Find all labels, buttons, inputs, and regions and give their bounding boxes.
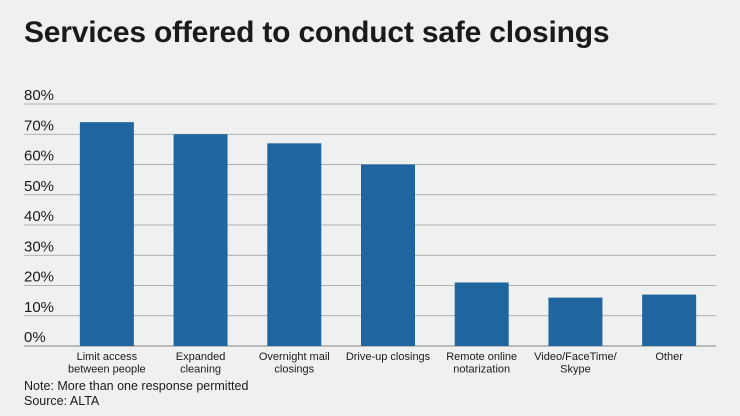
bar	[454, 282, 509, 346]
x-category-label: closings	[274, 364, 314, 376]
y-tick-label: 80%	[24, 87, 54, 104]
y-tick-label: 50%	[24, 178, 54, 195]
y-tick-label: 0%	[24, 329, 46, 346]
bar	[79, 122, 134, 347]
y-axis-tick-labels: 0% 10% 20% 30% 40% 50% 60% 70% 80%	[24, 87, 54, 346]
bar	[361, 164, 415, 346]
bars	[79, 122, 697, 347]
y-tick-label: 40%	[24, 208, 54, 225]
y-tick-label: 70%	[24, 117, 54, 134]
x-category-label: Limit access	[77, 351, 138, 363]
x-category-label: between people	[68, 364, 146, 376]
bar	[642, 294, 697, 346]
x-category-label: Remote online	[446, 351, 517, 363]
bar	[548, 297, 603, 346]
chart-title: Services offered to conduct safe closing…	[24, 16, 610, 49]
x-category-label: Video/FaceTime/	[534, 351, 617, 363]
y-tick-label: 60%	[24, 148, 54, 165]
bar	[267, 143, 322, 346]
chart-source: Source: ALTA	[24, 394, 100, 408]
y-tick-label: 30%	[24, 238, 54, 255]
y-tick-label: 10%	[24, 299, 54, 316]
x-category-label: Skype	[560, 364, 591, 376]
x-category-label: Overnight mail	[259, 351, 330, 363]
x-category-label: notarization	[453, 364, 510, 376]
y-tick-label: 20%	[24, 269, 54, 286]
bar	[173, 134, 228, 346]
x-category-label: Expanded	[176, 351, 226, 363]
x-category-label: Drive-up closings	[346, 351, 431, 363]
chart-note: Note: More than one response permitted	[24, 379, 249, 393]
x-category-label: cleaning	[180, 364, 221, 376]
x-category-label: Other	[655, 351, 683, 363]
